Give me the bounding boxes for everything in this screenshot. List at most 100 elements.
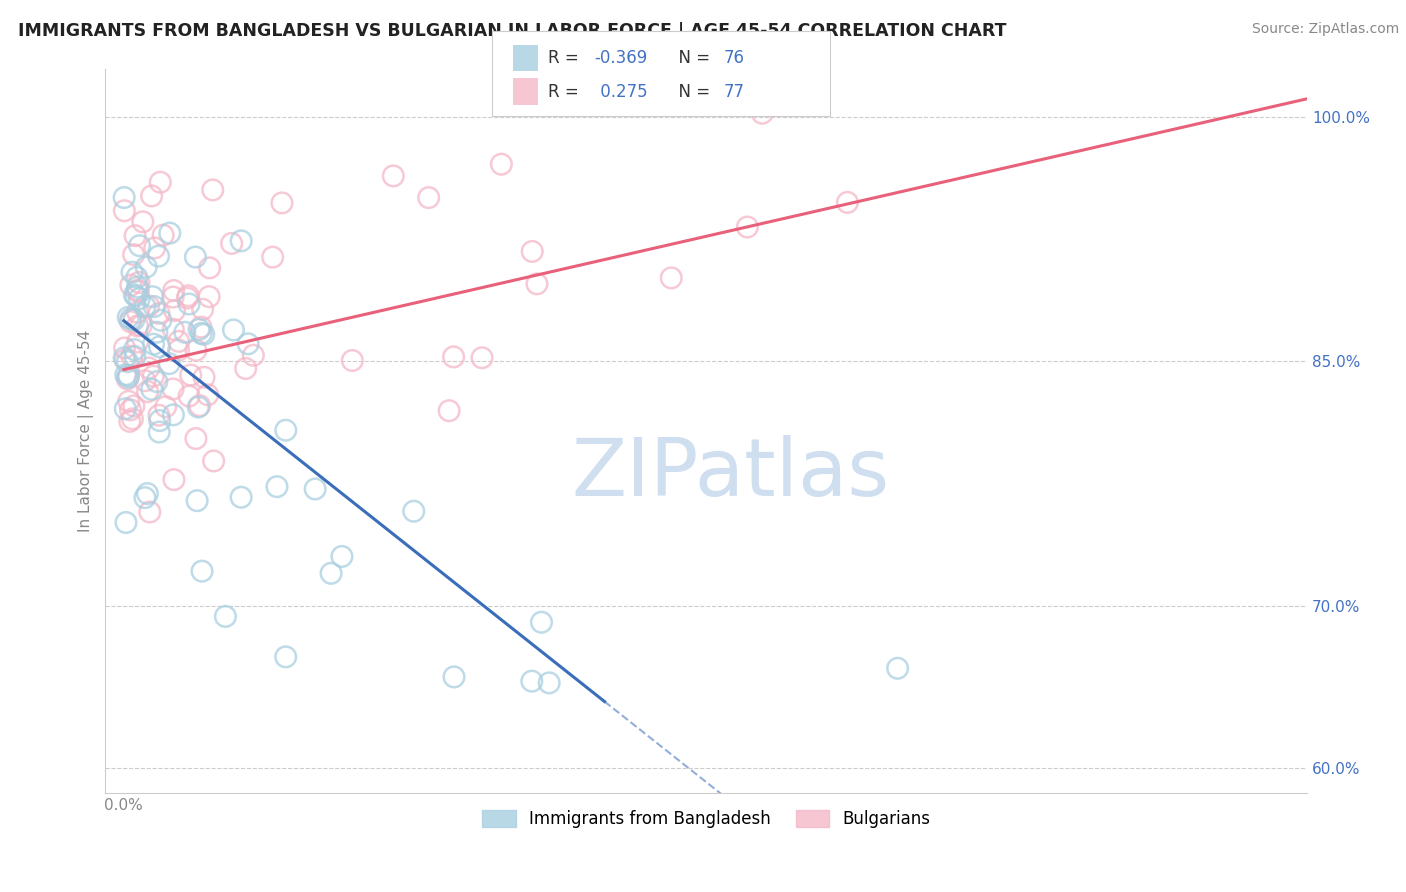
Point [167,343,190,357]
Point [125,289,148,303]
Point [221,236,243,251]
Point [304,482,326,496]
Point [886,661,908,675]
Point [443,350,465,364]
Point [128,276,150,290]
Point [134,300,156,314]
Point [184,250,207,264]
Point [146,375,169,389]
Text: N =: N = [668,49,716,67]
Point [114,368,136,382]
Point [117,394,139,409]
Point [197,388,219,402]
Point [118,414,141,428]
Point [177,389,200,403]
Point [122,247,145,261]
Point [129,318,152,333]
Point [538,676,561,690]
Point [149,413,172,427]
Point [122,399,145,413]
Point [127,334,149,349]
Point [187,400,209,414]
Point [142,290,165,304]
Point [173,326,195,340]
Text: 77: 77 [724,83,745,101]
Point [162,408,184,422]
Point [117,372,139,386]
Point [152,228,174,243]
Point [235,361,257,376]
Point [162,382,184,396]
Point [266,480,288,494]
Point [191,564,214,578]
Point [120,402,142,417]
Point [124,350,146,364]
Point [186,493,208,508]
Point [555,94,578,108]
Point [837,195,859,210]
Point [162,290,184,304]
Point [117,368,139,383]
Text: Source: ZipAtlas.com: Source: ZipAtlas.com [1251,22,1399,37]
Point [222,323,245,337]
Text: N =: N = [668,83,716,101]
Point [659,271,682,285]
Point [136,384,159,399]
Point [242,348,264,362]
Point [112,351,135,365]
Point [112,203,135,218]
Point [624,827,647,841]
Point [402,504,425,518]
Point [180,368,202,382]
Point [128,292,150,306]
Point [176,291,198,305]
Point [443,670,465,684]
Point [471,351,494,365]
Point [114,401,136,416]
Point [319,566,342,581]
Point [134,374,156,388]
Point [184,432,207,446]
Point [274,649,297,664]
Point [184,343,207,358]
Point [135,260,157,274]
Point [191,302,214,317]
Point [177,297,200,311]
Point [262,250,284,264]
Point [127,280,149,294]
Point [122,312,145,326]
Text: ZIPatlas: ZIPatlas [571,435,890,513]
Point [121,349,143,363]
Point [141,189,163,203]
Point [163,284,186,298]
Point [418,191,440,205]
Point [121,412,143,426]
Text: 76: 76 [724,49,745,67]
Point [139,505,162,519]
Point [149,313,172,327]
Point [231,490,253,504]
Point [530,615,553,630]
Point [117,370,139,384]
Point [201,183,224,197]
Point [149,175,172,189]
Point [125,270,148,285]
Point [143,300,166,314]
Text: -0.369: -0.369 [595,49,648,67]
Point [193,327,215,342]
Point [437,403,460,417]
Point [121,265,143,279]
Point [520,674,543,689]
Text: 0.275: 0.275 [595,83,647,101]
Point [330,549,353,564]
Point [177,289,200,303]
Point [751,106,773,120]
Point [342,353,364,368]
Point [136,486,159,500]
Point [127,305,149,319]
Text: R =: R = [548,49,585,67]
Point [143,241,166,255]
Point [134,491,156,505]
Point [117,354,139,368]
Point [190,320,212,334]
